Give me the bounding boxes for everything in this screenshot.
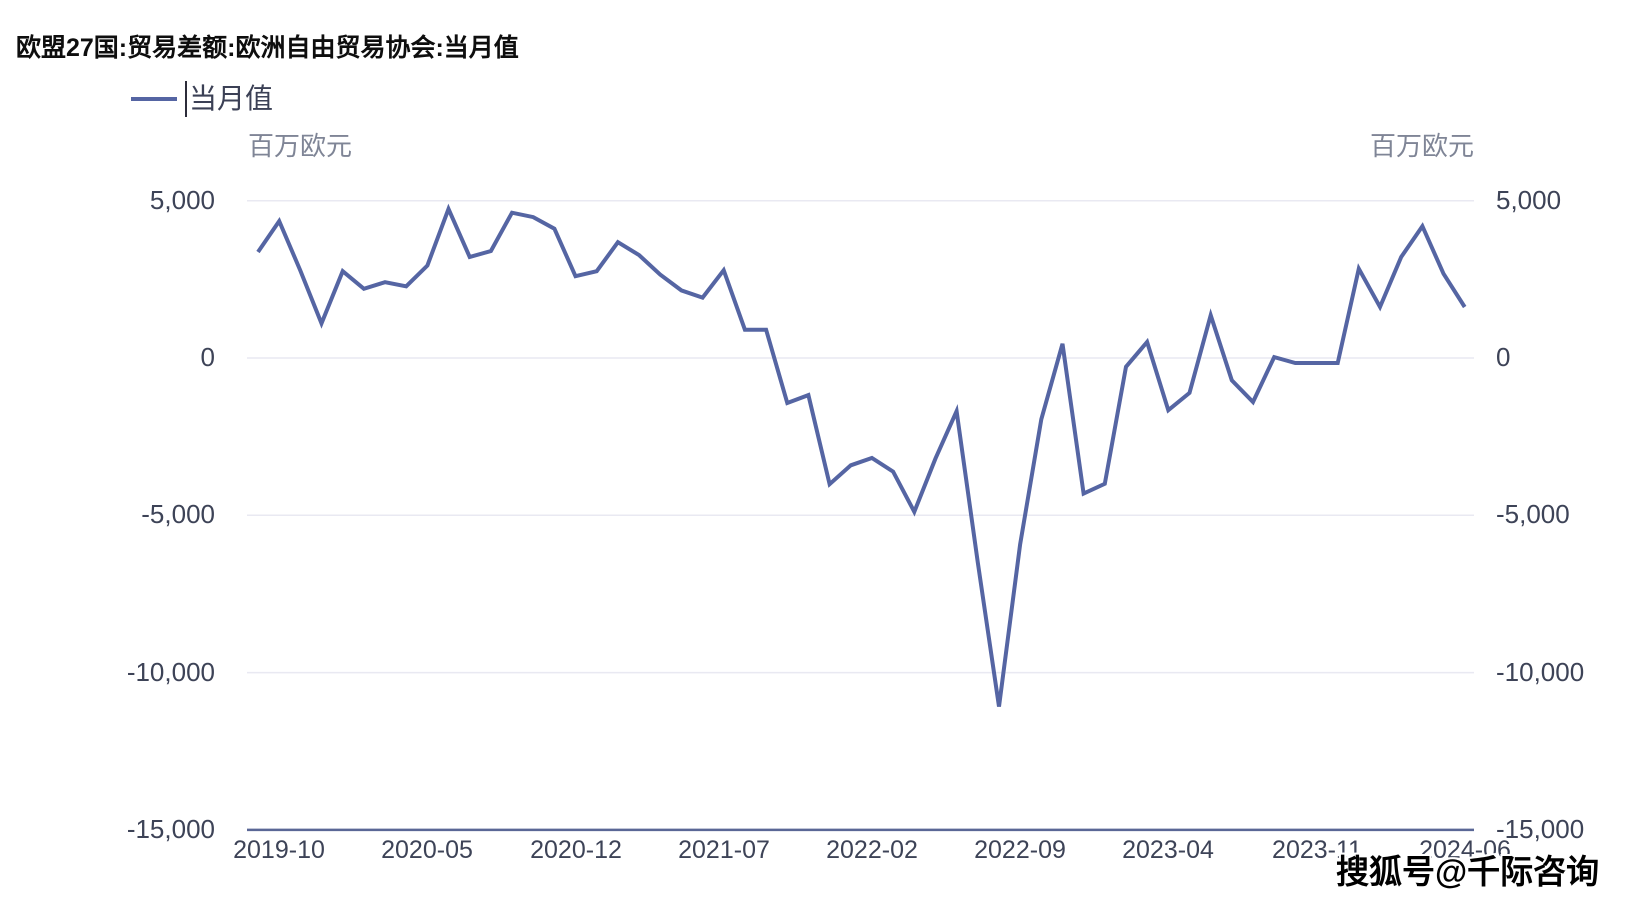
- x-tick-label: 2022-09: [974, 836, 1066, 864]
- x-tick-label: 2019-10: [233, 836, 325, 864]
- y-axis-unit-right: 百万欧元: [1369, 131, 1474, 161]
- x-tick-label: 2020-12: [530, 836, 622, 864]
- page-title: 欧盟27国:贸易差额:欧洲自由贸易协会:当月值: [16, 34, 519, 62]
- text-cursor-artifact: [185, 81, 187, 117]
- series-line: [256, 203, 1467, 707]
- y-tick-label-right: 0: [1496, 342, 1511, 372]
- x-tick-label: 2024-06: [1419, 836, 1511, 864]
- x-tick-label: 2022-02: [826, 836, 918, 864]
- y-tick-label-right: -10,000: [1496, 657, 1585, 687]
- x-tick-label: 2023-04: [1122, 836, 1214, 864]
- x-tick-label: 2020-05: [381, 836, 473, 864]
- y-tick-label-right: -5,000: [1496, 499, 1570, 529]
- y-tick-label-right: 5,000: [1496, 185, 1562, 215]
- y-tick-label-left: 5,000: [149, 185, 215, 215]
- y-tick-label-right: -15,000: [1496, 814, 1585, 844]
- watermark: 搜狐号@千际咨询: [1336, 853, 1600, 890]
- y-tick-label-left: -15,000: [126, 814, 215, 844]
- y-tick-label-left: -10,000: [126, 657, 215, 687]
- legend: 当月值: [131, 80, 273, 118]
- x-tick-label: 2023-11: [1272, 836, 1362, 864]
- y-tick-label-left: 0: [200, 342, 215, 372]
- y-tick-label-left: -5,000: [141, 499, 215, 529]
- x-tick-label: 2021-07: [678, 836, 770, 864]
- y-axis-unit-left: 百万欧元: [248, 131, 353, 161]
- legend-label: 当月值: [189, 83, 274, 114]
- line-series-icon: [131, 97, 177, 101]
